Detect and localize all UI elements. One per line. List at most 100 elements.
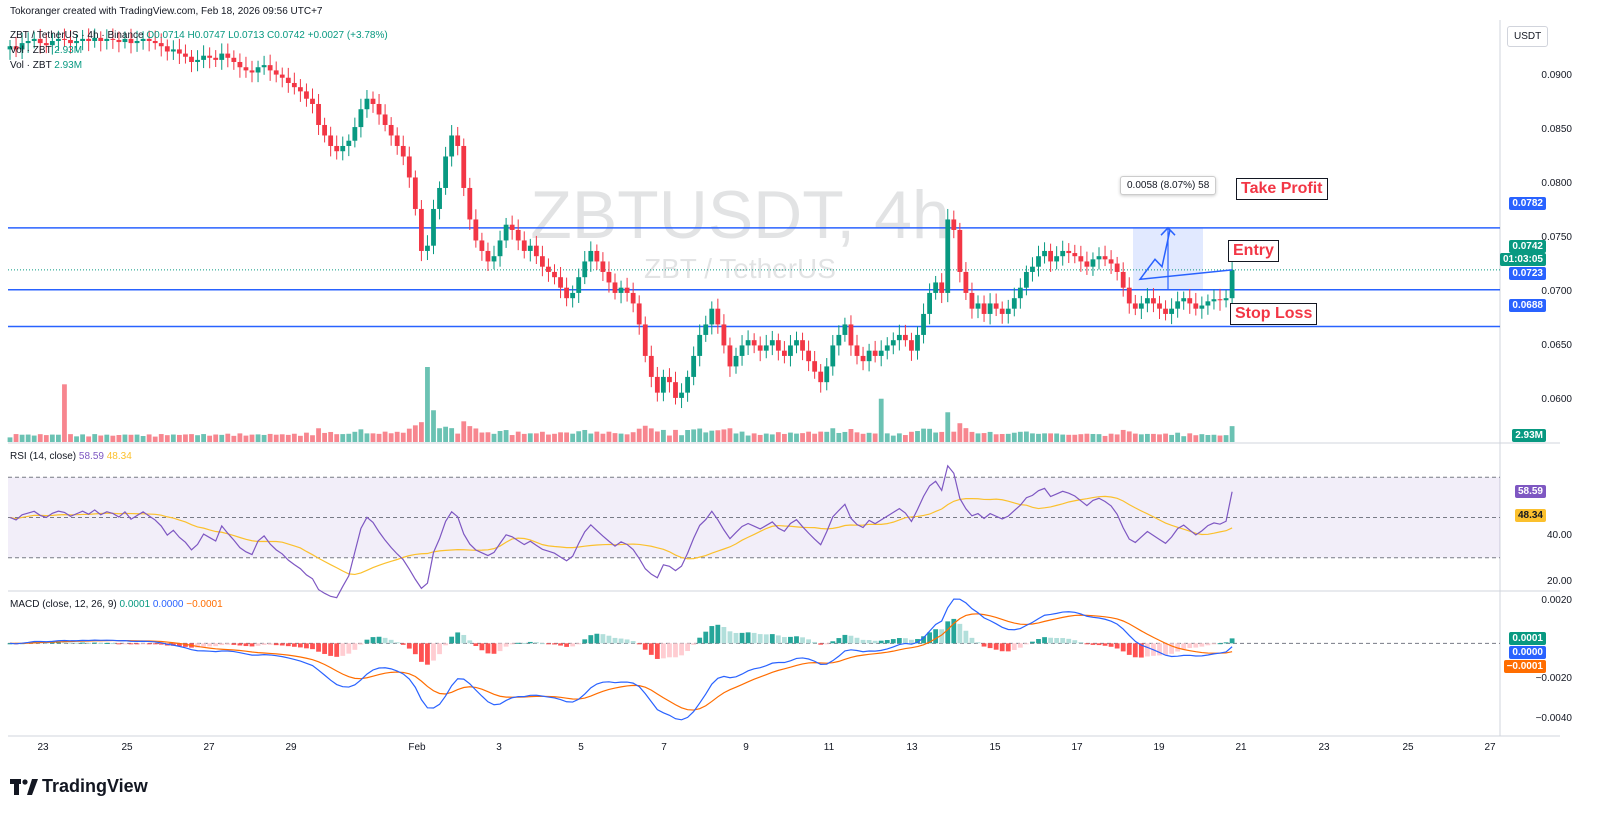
macd-histogram-bar (1108, 643, 1114, 647)
candle-body (673, 382, 678, 398)
candle-body (594, 250, 600, 262)
price-tick: 0.0900 (1541, 70, 1572, 81)
volume-bar (473, 428, 479, 442)
date-tick: 27 (1484, 742, 1496, 753)
candle-body (1163, 308, 1168, 314)
macd-line-value: 0.0000 (152, 599, 184, 610)
volume-bar (298, 435, 303, 442)
volume-bar (1181, 436, 1187, 442)
macd-histogram-bar (207, 643, 213, 647)
volume-bar (243, 435, 249, 442)
volume-bar (872, 433, 878, 442)
macd-histogram-bar (606, 635, 612, 644)
date-tick: 3 (496, 742, 502, 753)
volume-bar (600, 433, 606, 442)
candle-body (461, 145, 467, 188)
volume-bar (358, 429, 364, 442)
candle-body (213, 57, 219, 60)
volume-bar (13, 434, 19, 442)
tradingview-logo[interactable]: TradingView (10, 776, 148, 797)
candle-body (437, 187, 442, 209)
volume-bar (1108, 433, 1114, 442)
candle-body (86, 38, 92, 41)
candle-body (818, 371, 824, 383)
volume-bar (757, 434, 763, 442)
candle-body (1054, 256, 1060, 262)
macd-histogram-bar (654, 643, 660, 659)
volume-bar (503, 430, 509, 442)
volume-bar (267, 433, 273, 442)
volume-legend-value: 2.93M (54, 45, 83, 56)
candle-body (291, 82, 297, 88)
price-tick: 0.0650 (1541, 340, 1572, 351)
candle-body (1042, 250, 1047, 257)
macd-histogram-bar (219, 643, 225, 646)
macd-histogram-bar (570, 643, 576, 647)
candle-body (400, 145, 406, 157)
macd-histogram-bar (866, 639, 872, 644)
macd-histogram-bar (1054, 638, 1060, 644)
macd-histogram-bar (533, 642, 539, 644)
volume-bar (830, 428, 836, 442)
macd-histogram-bar (1090, 643, 1096, 645)
currency-button[interactable]: USDT (1507, 26, 1549, 47)
macd-histogram-bar (878, 640, 884, 644)
macd-histogram-bar (255, 643, 261, 646)
candle-body (1181, 298, 1187, 302)
macd-histogram-bar (80, 642, 85, 644)
date-tick: 25 (121, 742, 133, 753)
macd-histogram-bar (945, 621, 951, 644)
volume-bar (86, 436, 92, 442)
candle-body (31, 38, 37, 41)
volume-bar (588, 433, 594, 442)
macd-histogram-bar (158, 643, 164, 645)
volume-bar (116, 435, 122, 442)
volume-bar (1169, 434, 1174, 442)
candle-body (993, 303, 999, 309)
volume-bar (479, 432, 485, 442)
candle-body (751, 340, 757, 346)
measure-arrow-head (1160, 226, 1176, 236)
candle-body (177, 49, 182, 54)
volume-bar (890, 435, 896, 442)
candle-body (963, 271, 969, 293)
rsi-ma-tag: 48.34 (1514, 509, 1546, 522)
candle-body (25, 40, 31, 44)
macd-histogram-bar (933, 629, 939, 644)
stop-loss-label: Stop Loss (1230, 303, 1318, 325)
volume-bar (1114, 434, 1120, 442)
macd-histogram-bar (1211, 643, 1217, 645)
candle-body (443, 156, 448, 188)
macd-histogram-bar (449, 636, 455, 644)
volume-bar (866, 432, 872, 442)
macd-histogram-bar (485, 643, 491, 654)
candle-body (62, 38, 67, 40)
macd-histogram-bar (824, 643, 830, 645)
macd-histogram-bar (92, 642, 98, 644)
price-range-measure[interactable]: 0.0058 (8.07%) 58 (1120, 176, 1217, 195)
volume-bar (697, 428, 703, 442)
candle-body (1114, 263, 1120, 272)
volume-bar (1163, 433, 1168, 442)
macd-histogram-bar (521, 642, 527, 644)
macd-histogram-bar (134, 643, 140, 645)
macd-histogram-bar (183, 643, 188, 647)
volume-bar (273, 434, 279, 442)
volume-bar (237, 433, 243, 442)
candle-body (304, 91, 309, 99)
volume-bar (987, 431, 993, 442)
macd-histogram-bar (195, 643, 200, 648)
candle-body (1205, 301, 1211, 306)
macd-histogram-bar (1030, 641, 1035, 644)
macd-histogram-bar (1060, 638, 1066, 644)
volume-bar (1211, 434, 1217, 442)
candle-body (842, 324, 848, 335)
macd-histogram-bar (74, 642, 79, 644)
macd-histogram-bar (1223, 642, 1229, 644)
candle-body (249, 70, 255, 73)
candle-body (727, 345, 733, 367)
candle-body (685, 376, 690, 393)
macd-histogram-bar (437, 643, 442, 655)
macd-histogram-bar (298, 643, 303, 648)
